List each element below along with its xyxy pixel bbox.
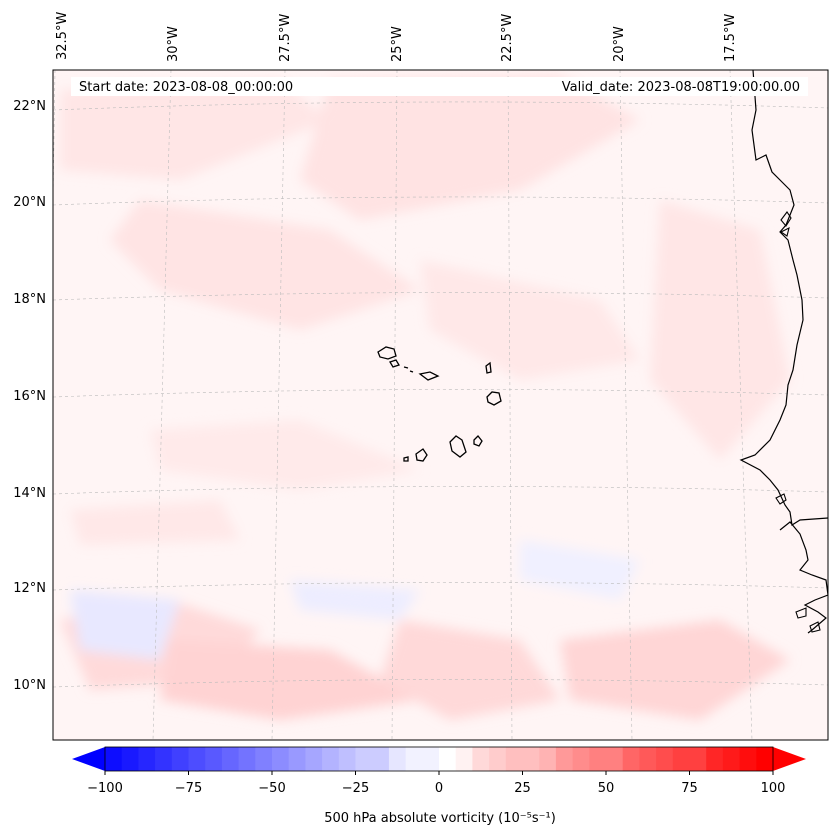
start-date-label: Start date: 2023-08-08_00:00:00: [79, 80, 293, 95]
colorbar-tick-label: 100: [761, 781, 786, 796]
lat-tick-22n: 22°N: [13, 99, 46, 114]
colorbar-segment: [221, 747, 240, 771]
colorbar-segment: [439, 747, 457, 771]
lat-tick-20n: 20°N: [13, 195, 46, 210]
colorbar-tick-label: −25: [342, 781, 369, 796]
colorbar-segment: [639, 747, 657, 771]
colorbar-segment: [689, 747, 707, 771]
lat-tick-14n: 14°N: [13, 486, 46, 501]
colorbar-segment: [672, 747, 690, 771]
colorbar-segment: [722, 747, 741, 771]
colorbar-ticks: −100 −75 −50 −25 0 25 50 75 100: [87, 771, 785, 796]
colorbar-segment: [572, 747, 590, 771]
colorbar-segment: [322, 747, 340, 771]
colorbar-tick-label: 75: [681, 781, 698, 796]
colorbar-segment: [422, 747, 440, 771]
colorbar-segment: [606, 747, 624, 771]
colorbar-segment: [288, 747, 306, 771]
colorbar-segment: [238, 747, 256, 771]
colorbar-segment: [472, 747, 490, 771]
colorbar-extend-low: [72, 747, 105, 771]
colorbar-segment: [589, 747, 607, 771]
lon-tick-17-5w: 17.5°W: [723, 14, 738, 62]
lon-tick-22-5w: 22.5°W: [500, 14, 515, 62]
graticule: [53, 70, 828, 740]
colorbar-segment: [372, 747, 390, 771]
lon-tick-20w: 20°W: [612, 26, 627, 62]
lat-tick-12n: 12°N: [13, 581, 46, 596]
map-panel: [53, 70, 828, 740]
lon-tick-25w: 25°W: [390, 26, 405, 62]
lon-tick-30w: 30°W: [166, 26, 181, 62]
header-box: [71, 77, 808, 96]
colorbar-tick-label: 0: [435, 781, 443, 796]
colorbar-segment: [489, 747, 507, 771]
colorbar-segment: [205, 747, 223, 771]
lat-tick-18n: 18°N: [13, 292, 46, 307]
colorbar-segment: [656, 747, 674, 771]
colorbar-label: 500 hPa absolute vorticity (10⁻⁵s⁻¹): [324, 811, 556, 826]
colorbar-segment: [405, 747, 423, 771]
colorbar-tick-label: 50: [598, 781, 615, 796]
colorbar-segment: [455, 747, 473, 771]
lat-tick-16n: 16°N: [13, 389, 46, 404]
colorbar-segment: [105, 747, 123, 771]
colorbar-segment: [505, 747, 523, 771]
colorbar-segment: [388, 747, 407, 771]
valid-date-label: Valid_date: 2023-08-08T19:00:00.00: [562, 80, 800, 95]
colorbar-segment: [171, 747, 189, 771]
colorbar-segment: [355, 747, 373, 771]
lat-tick-10n: 10°N: [13, 678, 46, 693]
colorbar-segment: [756, 747, 774, 771]
colorbar-segment: [555, 747, 574, 771]
africa-coastline: [739, 70, 828, 634]
colorbar-segment: [622, 747, 640, 771]
vorticity-field: [60, 75, 790, 720]
cape-verde-islands: [377, 346, 502, 462]
lon-tick-27-5w: 27.5°W: [278, 14, 293, 62]
colorbar-tick-label: −50: [258, 781, 285, 796]
colorbar-segment: [522, 747, 540, 771]
colorbar-segment: [188, 747, 206, 771]
colorbar-segment: [155, 747, 173, 771]
colorbar-tick-label: −100: [87, 781, 123, 796]
colorbar-segment: [121, 747, 139, 771]
lon-tick-32-5w: 32.5°W: [55, 12, 70, 60]
colorbar-tick-label: −75: [175, 781, 202, 796]
colorbar-segment: [539, 747, 557, 771]
colorbar-segment: [255, 747, 273, 771]
colorbar-segment: [739, 747, 757, 771]
colorbar-extend-high: [773, 747, 806, 771]
colorbar-segments: [105, 747, 774, 771]
colorbar-segment: [138, 747, 156, 771]
colorbar-segment: [272, 747, 290, 771]
colorbar-segment: [706, 747, 724, 771]
colorbar-segment: [338, 747, 356, 771]
colorbar-segment: [305, 747, 323, 771]
colorbar-tick-label: 25: [514, 781, 531, 796]
